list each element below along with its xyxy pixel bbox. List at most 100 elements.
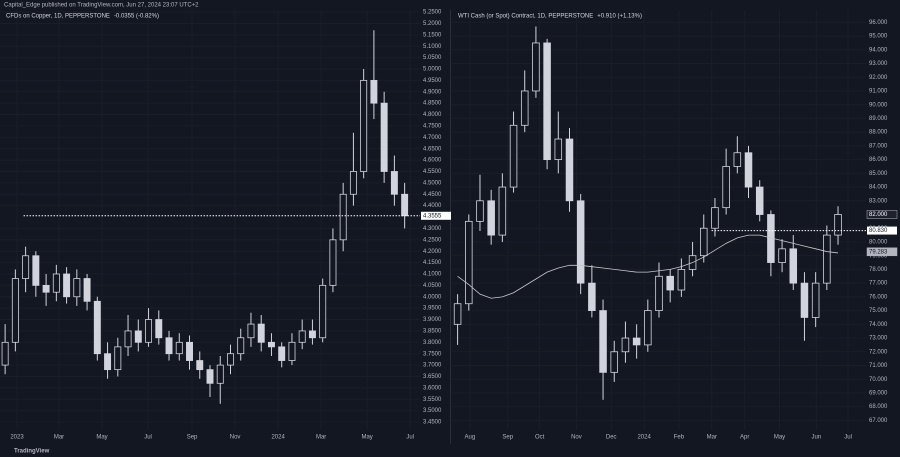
y-tick-label: 94.000 [869,47,888,53]
candle-body [811,282,820,318]
candle-body [360,79,368,172]
x-tick-label: 2024 [271,435,285,441]
candle-body [186,341,193,361]
candle-body [520,90,529,126]
x-tick-label: Mar [707,435,717,441]
y-tick-label: 90.000 [869,102,888,108]
x-tick-label: Nov [571,435,582,441]
y-tick-label: 5.1500 [423,32,442,38]
y-tick-label: 86.000 [869,157,888,163]
y-tick-label: 4.1500 [423,260,442,266]
y-tick-label: 4.0500 [423,283,442,289]
price-label: 4.3555 [423,213,442,219]
candle-body [401,193,409,217]
y-tick-label: 93.000 [869,61,888,67]
y-tick-label: 3.9500 [423,306,442,312]
candle-body [165,337,173,355]
y-tick-label: 4.7500 [423,124,442,130]
candle-body [565,138,574,202]
y-tick-label: 71.000 [869,363,888,369]
y-tick-label: 73.000 [869,336,888,342]
candle-body [22,255,30,279]
y-tick-label: 4.2500 [423,237,442,243]
x-tick-label: Feb [674,435,685,441]
y-tick-label: 75.000 [869,308,888,314]
y-tick-label: 4.6500 [423,146,442,152]
candle-body [329,239,337,286]
candle-body [823,234,831,284]
candle-body [498,186,507,236]
y-tick-label: 5.0500 [423,55,442,61]
candle-body [733,152,742,167]
y-tick-label: 4.6000 [423,158,442,164]
candle-body [257,323,265,343]
y-tick-label: 4.5500 [423,169,442,175]
price-label: 80.830 [869,228,888,234]
chart-title: CFDs on Copper, 1D, PEPPERSTONE [6,14,110,20]
marker-box [866,247,898,257]
candle-body [800,282,809,318]
x-tick-label: May [774,435,785,441]
marker-label: 82.000 [869,212,888,218]
candle-body [196,360,204,371]
x-tick-label: May [361,435,372,441]
y-tick-label: 4.8000 [423,112,442,118]
candle-body [1,341,9,366]
x-tick-label: Mar [316,435,326,441]
x-tick-label: 2024 [637,435,651,441]
candle-body [83,278,91,302]
candle-body [677,269,686,291]
chart-title: WTI Cash (or Spot) Contract, 1D, PEPPERS… [458,14,593,20]
x-tick-label: Dec [606,435,617,441]
candle-body [237,337,245,355]
candle-body [278,346,286,361]
candle-body [487,200,495,236]
x-tick-label: Sep [187,435,198,441]
y-tick-label: 4.8500 [423,101,442,107]
y-tick-label: 84.000 [869,185,888,191]
y-tick-label: 79.000 [869,253,888,259]
candle-body [267,341,275,348]
candle-body [114,346,122,371]
y-tick-label: 74.000 [869,322,888,328]
candle-body [755,186,764,215]
x-tick-label: Jun [811,435,821,441]
candle-body [93,300,101,355]
moving-average [457,234,839,299]
y-tick-label: 4.4500 [423,192,442,198]
y-tick-label: 91.000 [869,89,888,95]
candle-body [778,248,786,263]
candle-body [206,369,214,384]
candle-body [722,166,730,209]
y-tick-label: 80.000 [869,240,888,246]
price-label-box [421,211,451,220]
x-tick-label: Jul [844,435,852,441]
candle-body [655,275,663,311]
candle-body [288,341,296,361]
y-tick-label: 85.000 [869,171,888,177]
candle-body [509,124,518,188]
candle-body [700,227,708,257]
candle-body [834,214,842,236]
y-tick-label: 3.5500 [423,397,442,403]
candle-body [42,284,50,293]
y-tick-label: 5.0000 [423,67,442,73]
y-tick-label: 3.9000 [423,317,442,323]
footer: TradingView [14,449,50,455]
candle-body [124,330,132,348]
candle-body [532,42,540,92]
candle-body [370,79,378,104]
candle-body [453,303,462,325]
y-tick-label: 87.000 [869,143,888,149]
y-tick-label: 4.1000 [423,272,442,278]
y-tick-label: 3.4500 [423,420,442,426]
candle-body [632,337,641,346]
candle-body [308,330,316,339]
candle-body [349,171,357,195]
candle-body [644,310,652,346]
candle-body [52,273,60,293]
y-tick-label: 96.000 [869,20,888,26]
candle-body [588,282,596,311]
candle-body [227,353,234,366]
y-tick-label: 67.000 [869,418,888,424]
